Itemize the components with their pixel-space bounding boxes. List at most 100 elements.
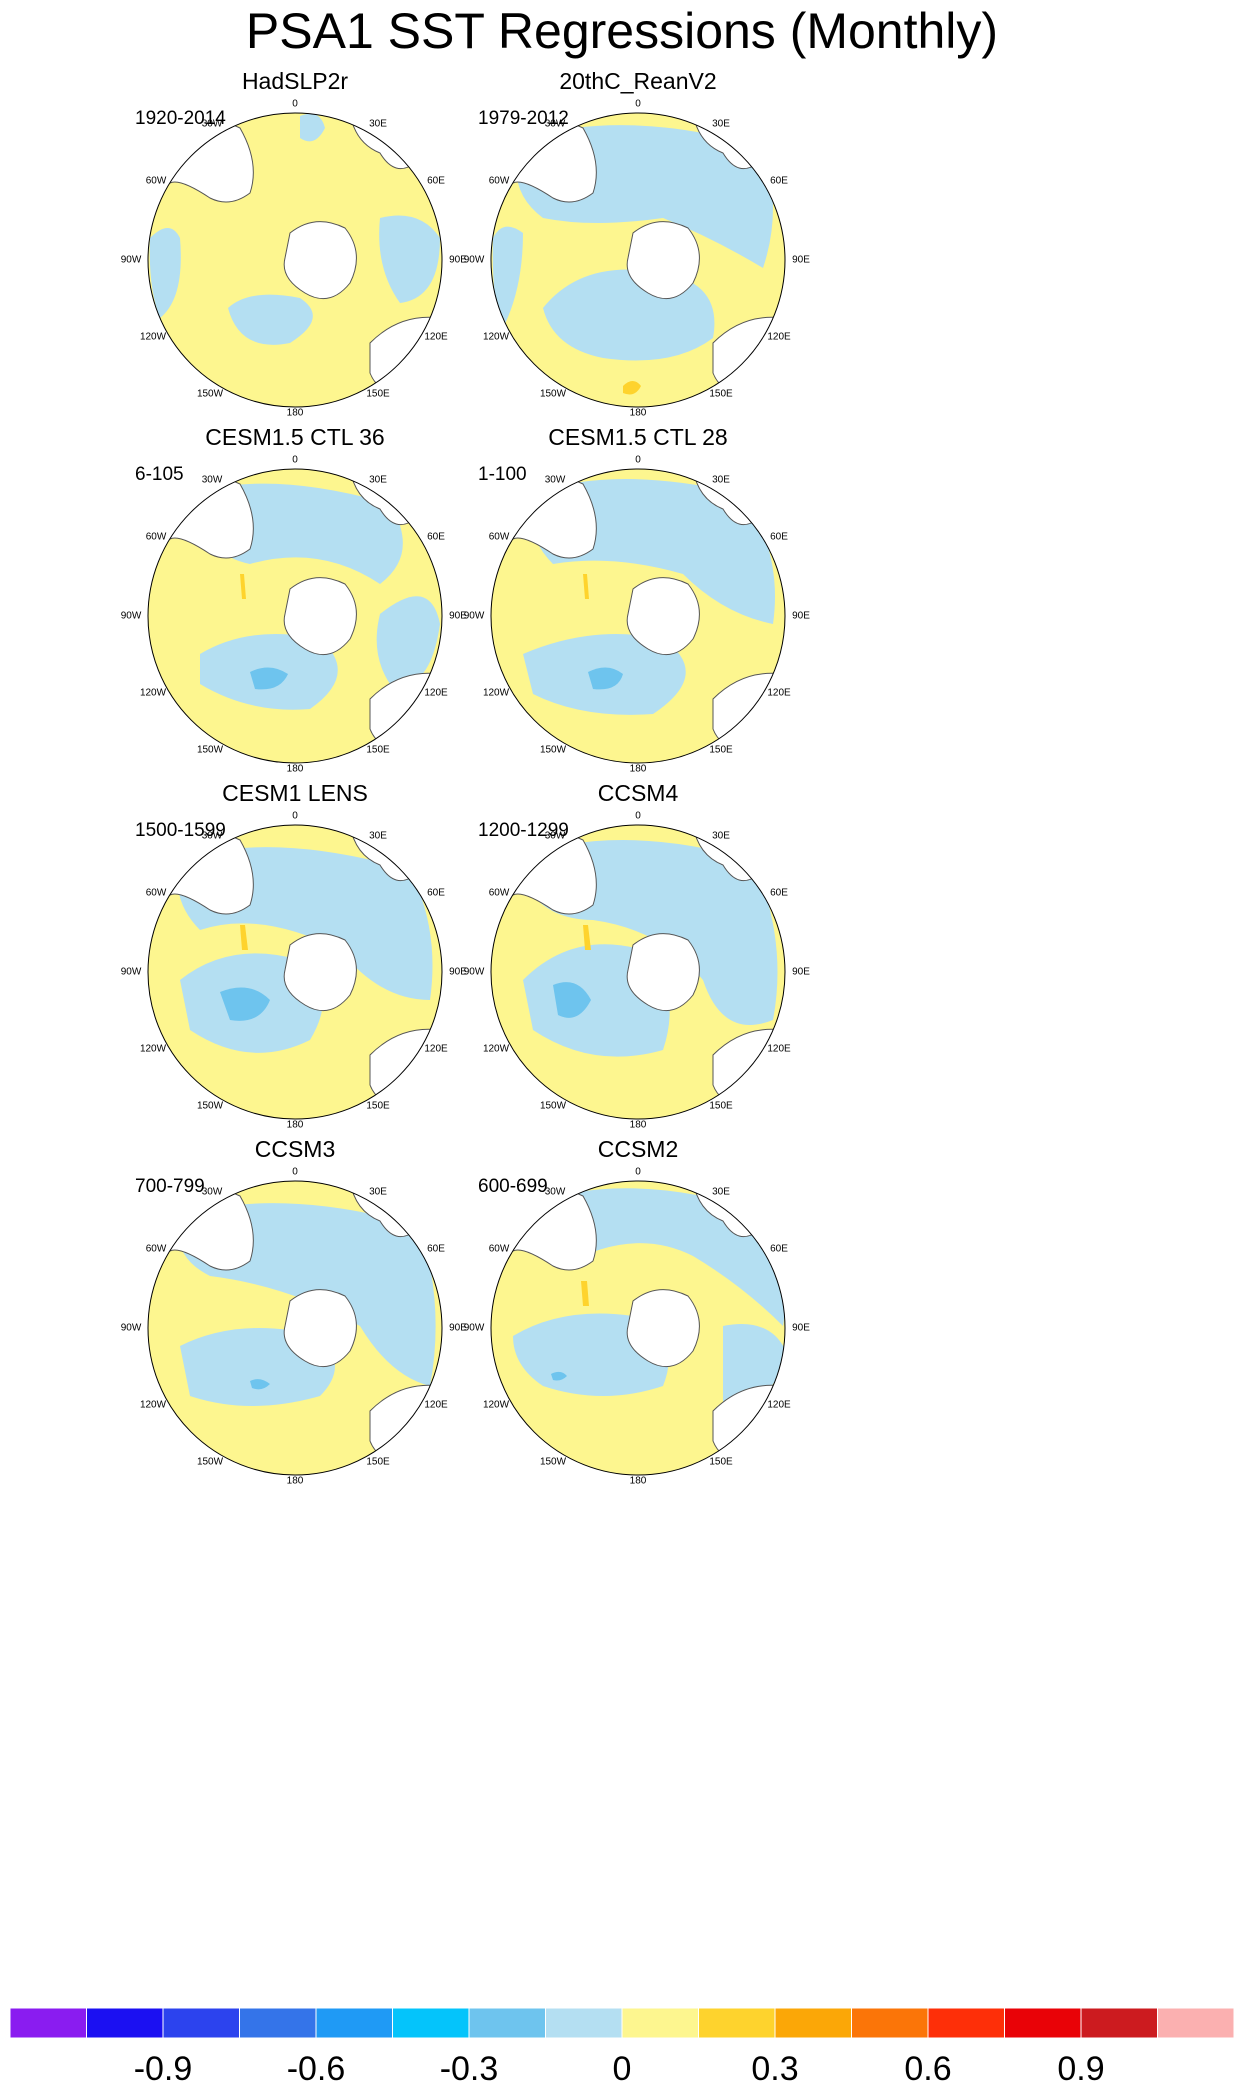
longitude-label: 90W <box>463 610 485 622</box>
colorbar-swatch <box>927 2008 1005 2039</box>
colorbar-swatch <box>1080 2008 1158 2039</box>
panel-title: CESM1 LENS <box>222 780 368 806</box>
longitude-label: 0 <box>635 98 641 110</box>
longitude-label: 30E <box>712 474 730 486</box>
longitude-label: 60W <box>145 887 167 899</box>
map-boundary <box>490 1180 786 1476</box>
longitude-label: 180 <box>629 407 647 419</box>
panel-period: 1979-2012 <box>478 108 569 129</box>
longitude-label: 30E <box>712 1186 730 1198</box>
longitude-label: 60W <box>488 175 510 187</box>
strong-negative-anomaly <box>250 1379 270 1390</box>
longitude-label: 90W <box>463 254 485 266</box>
strong-positive-anomaly <box>240 925 248 950</box>
longitude-label: 120W <box>139 1399 167 1411</box>
longitude-label: 60E <box>427 1243 445 1255</box>
map-panel: CESM1.5 CTL 36 6-105 0 30E 60E 90E 120E 150E 180… <box>121 424 560 894</box>
longitude-label: 90W <box>120 254 142 266</box>
colorbar-swatch <box>545 2008 623 2039</box>
colorbar-swatch <box>10 2008 87 2039</box>
longitude-label: 60E <box>427 175 445 187</box>
colorbar-tick-label: 0.3 <box>751 2050 799 2088</box>
strong-positive-anomaly <box>583 574 589 599</box>
colorbar-tick-label: 0.9 <box>1057 2050 1105 2088</box>
strong-negative-anomaly <box>250 667 288 690</box>
longitude-label: 120E <box>424 1399 448 1411</box>
longitude-label: 30W <box>544 1186 566 1198</box>
panel-period: 1-100 <box>478 464 527 485</box>
longitude-label: 150W <box>196 1456 224 1468</box>
map-panel: HadSLP2r 1920-2014 0 30E 60E 90E 120E 150E 180 15… <box>121 68 560 538</box>
map-boundary <box>490 468 786 764</box>
colorbar-swatch <box>468 2008 546 2039</box>
panel-title: CCSM3 <box>254 1136 336 1162</box>
longitude-label: 0 <box>292 1166 298 1178</box>
longitude-label: 60W <box>145 1243 167 1255</box>
longitude-label: 120E <box>767 1399 791 1411</box>
map-panel: CCSM4 1200-1299 0 30E 60E 90E 120E 150E 180 150W 1… <box>464 780 903 1250</box>
longitude-label: 60E <box>770 887 788 899</box>
antarctica-land <box>283 933 357 1012</box>
longitude-label: 60W <box>145 531 167 543</box>
map-panel: CCSM3 700-799 0 30E 60E 90E 120E 150E 180 150W 120… <box>121 1136 560 1606</box>
longitude-label: 150W <box>196 388 224 400</box>
polar-map <box>147 468 443 764</box>
longitude-label: 30W <box>544 474 566 486</box>
longitude-label: 60E <box>427 887 445 899</box>
longitude-label: 150W <box>196 1100 224 1112</box>
longitude-label: 90E <box>449 610 467 622</box>
longitude-label: 120W <box>139 687 167 699</box>
longitude-label: 150E <box>709 388 733 400</box>
longitude-label: 120E <box>424 331 448 343</box>
longitude-label: 150E <box>366 744 390 756</box>
longitude-label: 90W <box>120 1322 142 1334</box>
polar-map <box>490 468 786 764</box>
longitude-label: 120W <box>482 331 510 343</box>
longitude-label: 0 <box>635 454 641 466</box>
longitude-label: 60W <box>488 1243 510 1255</box>
longitude-label: 30W <box>201 118 223 130</box>
strong-positive-anomaly <box>583 925 591 950</box>
longitude-label: 60W <box>488 887 510 899</box>
longitude-label: 90E <box>792 254 810 266</box>
longitude-label: 150W <box>539 388 567 400</box>
antarctica-land <box>626 577 700 656</box>
longitude-label: 150E <box>709 744 733 756</box>
longitude-label: 30W <box>544 830 566 842</box>
negative-anomaly-region <box>376 596 440 686</box>
polar-map <box>147 1180 443 1476</box>
negative-anomaly-region <box>149 228 181 318</box>
longitude-label: 180 <box>629 1475 647 1487</box>
panel-period: 1500-1599 <box>135 820 226 841</box>
panel-title: 20thC_ReanV2 <box>559 68 717 94</box>
longitude-label: 0 <box>292 98 298 110</box>
antarctica-land <box>283 1289 357 1368</box>
longitude-label: 150W <box>539 1100 567 1112</box>
longitude-label: 120W <box>482 1399 510 1411</box>
colorbar-tick-label: -0.3 <box>439 2050 499 2088</box>
negative-anomaly-region <box>723 1324 785 1408</box>
longitude-label: 0 <box>635 810 641 822</box>
longitude-label: 120E <box>767 1043 791 1055</box>
antarctica-land <box>626 221 700 300</box>
longitude-label: 30W <box>201 1186 223 1198</box>
strong-positive-anomaly <box>240 574 246 599</box>
longitude-label: 30E <box>712 118 730 130</box>
negative-anomaly-region <box>228 294 313 345</box>
map-panel: CESM1.5 CTL 28 1-100 0 30E 60E 90E 120E 150E 180… <box>464 424 903 894</box>
longitude-label: 180 <box>629 1119 647 1131</box>
longitude-label: 150E <box>366 1456 390 1468</box>
longitude-label: 30W <box>201 830 223 842</box>
panel-period: 700-799 <box>135 1176 205 1197</box>
longitude-label: 150E <box>709 1456 733 1468</box>
longitude-label: 150E <box>366 388 390 400</box>
panel-period: 6-105 <box>135 464 184 485</box>
chart-title: PSA1 SST Regressions (Monthly) <box>245 3 999 59</box>
longitude-label: 30E <box>712 830 730 842</box>
colorbar-swatch <box>774 2008 852 2039</box>
negative-anomaly-region <box>379 215 440 303</box>
longitude-label: 150W <box>539 744 567 756</box>
colorbar-tick-label: 0.6 <box>904 2050 952 2088</box>
map-boundary <box>147 112 443 408</box>
panel-period: 1200-1299 <box>478 820 569 841</box>
